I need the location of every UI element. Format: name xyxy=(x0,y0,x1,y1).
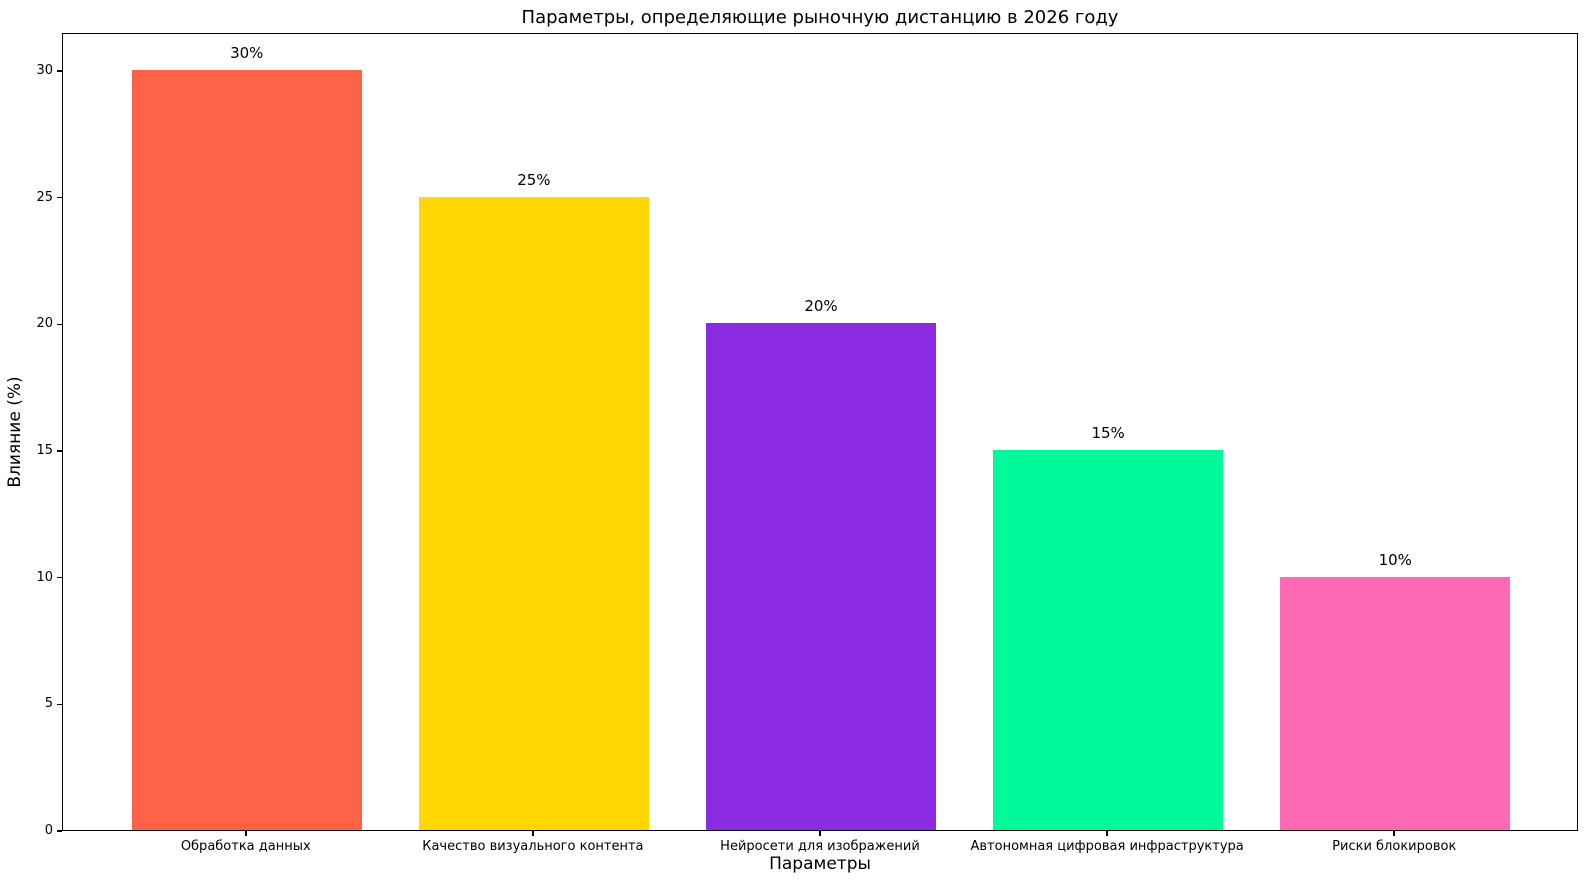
x-tick-label: Риски блокировок xyxy=(1332,839,1457,854)
x-tick-mark xyxy=(1106,831,1108,836)
bar-value-label: 20% xyxy=(804,297,838,316)
y-tick-label: 20 xyxy=(36,316,53,332)
y-tick-mark xyxy=(57,830,62,832)
chart-title: Параметры, определяющие рыночную дистанц… xyxy=(521,7,1119,28)
bar-value-label: 10% xyxy=(1378,550,1412,569)
y-tick-mark xyxy=(57,323,62,326)
x-tick-label: Качество визуального контента xyxy=(422,839,644,854)
x-tick-mark xyxy=(819,831,821,836)
x-axis-label: Параметры xyxy=(769,854,871,874)
plot-area: 30% 25% 20% 15% 10% xyxy=(62,33,1578,831)
bar xyxy=(706,323,936,830)
y-tick-label: 10 xyxy=(36,569,53,585)
y-tick-mark xyxy=(57,70,62,72)
y-tick-label: 0 xyxy=(44,823,53,838)
bar xyxy=(993,450,1223,830)
x-tick-label: Нейросети для изображений xyxy=(720,839,920,854)
y-tick-mark xyxy=(57,196,62,199)
y-tick-mark xyxy=(57,450,62,452)
y-tick-mark xyxy=(57,703,62,706)
bar-value-label: 30% xyxy=(230,44,264,62)
y-tick-label: 25 xyxy=(36,189,53,205)
x-tick-mark xyxy=(245,831,247,836)
bar xyxy=(419,196,649,830)
bar-value-label: 15% xyxy=(1091,424,1125,442)
bar xyxy=(1280,576,1511,830)
y-tick-label: 30 xyxy=(36,63,53,78)
y-axis-label: Влияние (%) xyxy=(5,376,25,488)
y-tick-label: 15 xyxy=(36,443,53,458)
x-tick-label: Автономная цифровая инфраструктура xyxy=(970,839,1244,854)
y-tick-label: 5 xyxy=(44,696,53,712)
y-tick-mark xyxy=(57,576,62,579)
bar xyxy=(131,70,362,830)
x-tick-label: Обработка данных xyxy=(180,839,311,854)
x-tick-mark xyxy=(532,831,534,836)
x-tick-mark xyxy=(1393,831,1395,836)
bar-value-label: 25% xyxy=(517,170,551,189)
